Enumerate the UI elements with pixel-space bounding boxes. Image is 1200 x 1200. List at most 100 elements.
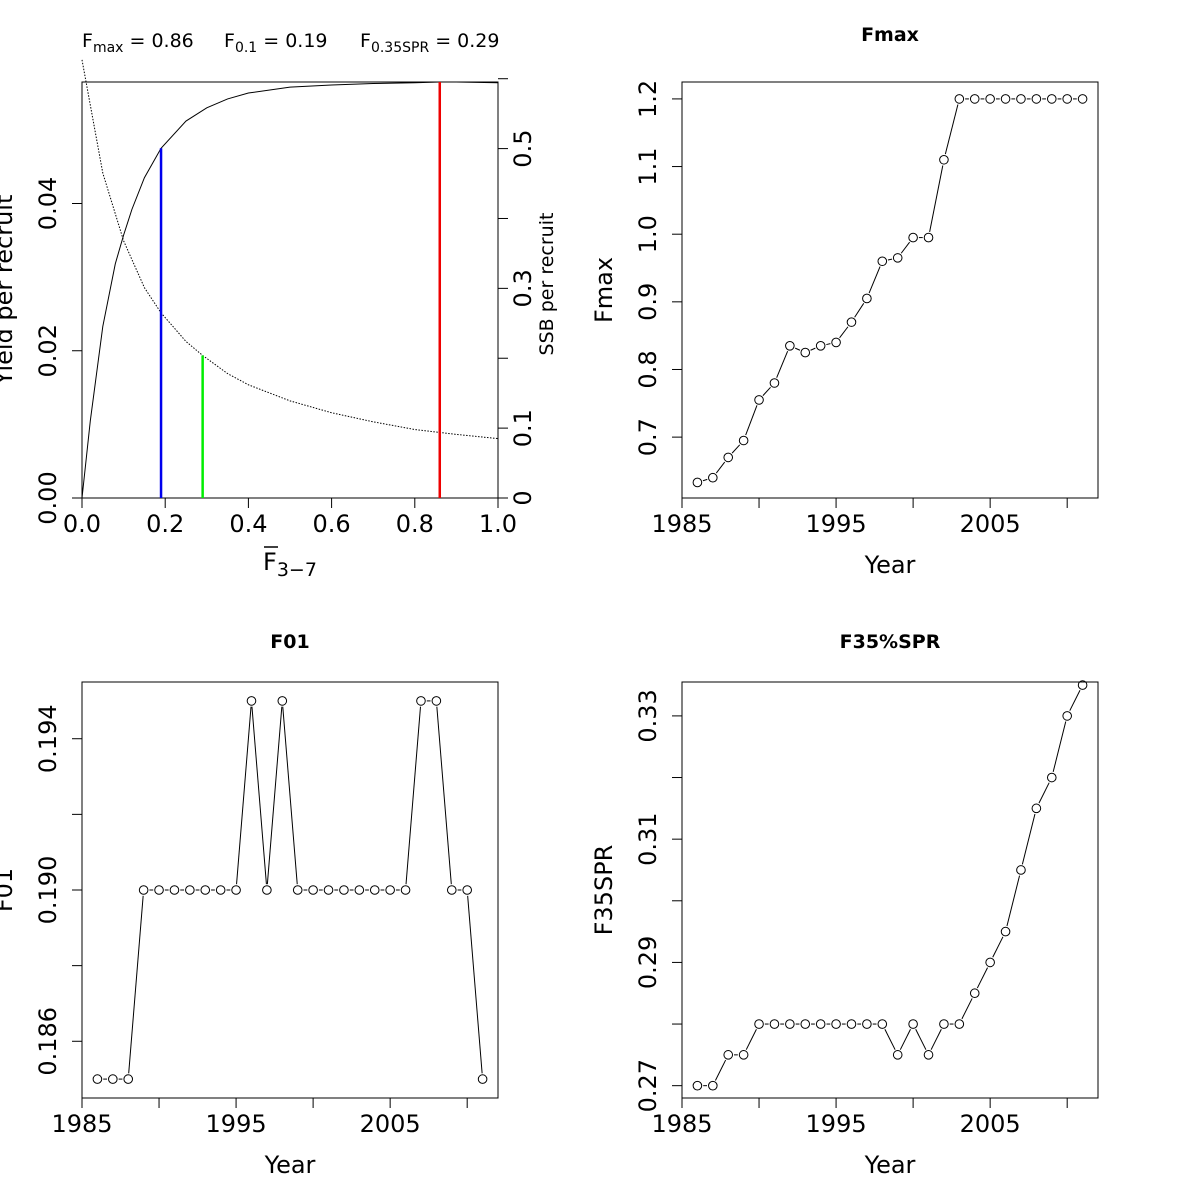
data-point: [477, 1074, 488, 1084]
x-tick-label: 1995: [206, 1110, 267, 1138]
series-segment: [282, 706, 298, 885]
y-tick-label: 0.9: [634, 283, 662, 321]
data-point: [277, 696, 288, 706]
x-tick-label: 0.8: [396, 510, 434, 538]
y-tick-label: 0.29: [634, 936, 662, 989]
y-tick-label: 1.1: [634, 147, 662, 185]
data-point: [785, 1019, 795, 1029]
series-segment: [887, 258, 893, 261]
x-tick-label: 1995: [806, 1110, 867, 1138]
data-point: [877, 1019, 888, 1029]
series-segment: [436, 706, 452, 885]
y-tick-label: 1.2: [634, 80, 662, 118]
y2-tick-label: 0: [509, 490, 537, 505]
data-point: [246, 696, 257, 706]
data-point: [1077, 680, 1088, 690]
series-segment: [976, 967, 989, 989]
data-point: [708, 472, 718, 483]
series-segment: [266, 706, 283, 885]
reference-point-label: F0.35SPR = 0.29: [360, 30, 499, 56]
data-point: [723, 452, 734, 463]
x-axis: 0.0 0.2 0.4 0.6 0.8 1.0: [63, 498, 517, 538]
y-tick-label: 0.186: [34, 1007, 62, 1076]
data-point: [754, 395, 764, 405]
data-point: [831, 1019, 841, 1029]
series-points: [92, 696, 488, 1084]
data-point: [892, 1050, 903, 1060]
series-segment: [854, 303, 865, 318]
series-segment: [714, 1059, 727, 1081]
data-point: [431, 696, 442, 706]
series-segment: [868, 266, 881, 294]
data-point: [1000, 926, 1011, 937]
series-segment: [745, 405, 758, 436]
data-point: [908, 1019, 918, 1029]
x-axis: 1985 1995 2005: [651, 1098, 1068, 1138]
x-tick-label: 0.0: [63, 510, 101, 538]
plot-frame: [81, 681, 499, 1099]
data-point: [138, 885, 149, 895]
data-point: [692, 1080, 703, 1091]
reference-point-label: Fmax = 0.86: [82, 30, 194, 56]
y-axis: 0.7 0.8 0.9 1.0 1.1 1.2: [634, 80, 682, 456]
x-tick-label: 1985: [651, 1110, 712, 1138]
data-point: [923, 1050, 934, 1060]
series-segment: [944, 104, 959, 155]
data-point: [462, 885, 472, 895]
data-point: [1077, 94, 1088, 104]
data-point: [846, 317, 857, 327]
data-point: [1062, 711, 1072, 721]
series-segment: [128, 895, 144, 1074]
ypr-curve: [81, 81, 499, 499]
data-point: [692, 477, 703, 488]
y-tick-label: 0.33: [634, 689, 662, 742]
data-point: [969, 988, 980, 999]
spr-curve: [81, 59, 499, 440]
data-point: [400, 885, 411, 895]
data-point: [1046, 94, 1057, 104]
data-point: [985, 957, 995, 968]
data-point: [815, 1019, 826, 1029]
data-point: [769, 378, 780, 388]
y-tick-label: 0.190: [34, 856, 62, 925]
x-axis-label: Year: [864, 551, 916, 579]
data-point: [1062, 94, 1072, 104]
data-point: [215, 885, 226, 895]
x-axis-label: Year: [264, 1151, 316, 1179]
data-point: [831, 337, 841, 348]
plot-frame: [681, 681, 1099, 1099]
data-point: [969, 94, 980, 104]
data-point: [800, 347, 811, 358]
series-segment: [1006, 875, 1021, 927]
y2-axis-label: SSB per recruit: [536, 213, 558, 356]
series-segment: [1038, 782, 1050, 804]
data-point: [939, 1019, 949, 1029]
panel-title: Fmax: [861, 24, 919, 46]
y-axis-label: F01: [0, 868, 18, 912]
data-point: [939, 154, 949, 165]
y-axis: 0.186 0.190 0.194: [34, 704, 82, 1076]
data-point: [769, 1019, 780, 1029]
data-point: [1016, 94, 1026, 104]
series-segment: [930, 1029, 942, 1050]
x-tick-label: 1995: [806, 510, 867, 538]
x-tick-label: 1985: [651, 510, 712, 538]
data-point: [339, 885, 349, 895]
series-segment: [899, 1029, 911, 1050]
x-tick-label: 2005: [360, 1110, 421, 1138]
y2-axis: 0 0.1 0.3 0.5: [498, 78, 537, 506]
y2-tick-label: 0.3: [509, 269, 537, 307]
x-axis-label: Year: [864, 1151, 916, 1179]
series-segment: [915, 1029, 927, 1050]
series-segment: [900, 241, 911, 254]
y2-tick-label: 0.1: [509, 409, 537, 447]
series-segment: [1069, 690, 1081, 711]
x-axis: 1985 1995 2005: [51, 1098, 468, 1138]
data-point: [785, 341, 795, 351]
series-segment: [405, 706, 421, 885]
data-point: [231, 885, 241, 895]
y-tick-label: 0.31: [634, 812, 662, 865]
series-segment: [1021, 813, 1036, 865]
data-point: [892, 253, 903, 263]
